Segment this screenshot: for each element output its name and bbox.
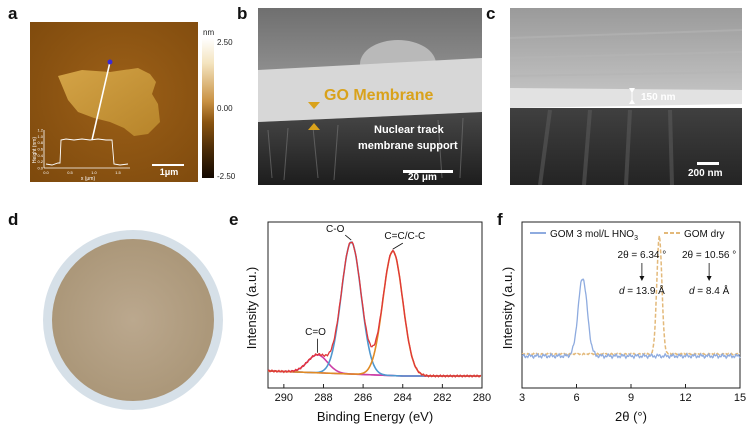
afm-colorbar xyxy=(202,38,214,178)
inset-ytick: 0.4 xyxy=(37,153,43,158)
thickness-label: 150 nm xyxy=(641,92,676,103)
xps-xtick-label: 282 xyxy=(433,392,451,404)
xps-xtick-label: 286 xyxy=(354,392,372,404)
inset-xlabel: x (μm) xyxy=(81,176,96,182)
inset-ytick: 1.2 xyxy=(37,128,43,133)
xrd-xtick-label: 12 xyxy=(679,392,691,404)
xrd-annotation-arrowhead xyxy=(706,276,712,281)
support-label-line2: membrane support xyxy=(358,140,458,152)
xps-xtick-label: 290 xyxy=(275,392,293,404)
sem-thickness-image: 150 nm 200 nm xyxy=(510,8,742,185)
afm-height-profile-inset: Height (nm) x (μm) 1.21.00.80.60.40.20.0… xyxy=(32,128,130,182)
xps-xtick-label: 288 xyxy=(314,392,332,404)
xrd-chart: 3 6 9 12 15 2θ (°) Intensity (a.u.) GOM 3 mo… xyxy=(500,221,746,424)
colorbar-min: -2.50 xyxy=(217,172,236,181)
xrd-xtick-label: 6 xyxy=(573,392,579,404)
colorbar-mid: 0.00 xyxy=(217,104,233,113)
xps-ylabel: Intensity (a.u.) xyxy=(244,267,259,349)
inset-xtick: 0.0 xyxy=(43,170,49,175)
panel-label-c: c xyxy=(486,4,496,23)
afm-scalebar xyxy=(152,164,184,166)
go-membrane-disc xyxy=(52,239,214,401)
xps-fit-peak xyxy=(267,241,482,377)
inset-ytick: 0.8 xyxy=(37,140,43,145)
membrane-photo xyxy=(40,226,230,416)
colorbar-max: 2.50 xyxy=(217,38,233,47)
inset-xtick: 1.0 xyxy=(91,170,97,175)
xps-peak-annotation: C-O xyxy=(326,224,345,235)
afm-scalebar-label: 1μm xyxy=(159,167,179,177)
legend-wet-label: GOM 3 mol/L HNO3 xyxy=(550,229,638,242)
membrane-edge xyxy=(510,88,742,108)
panel-label-f: f xyxy=(497,210,503,229)
xps-fit-peak xyxy=(267,250,482,377)
xps-frame xyxy=(267,221,483,389)
sem-cross-section: GO Membrane Nuclear track membrane suppo… xyxy=(258,8,482,185)
xrd-d-spacing-annotation: d = 13.9 Å xyxy=(619,284,665,297)
xrd-theta-annotation: 2θ = 6.34 ° xyxy=(618,250,667,261)
support-layer xyxy=(258,112,482,185)
inset-xtick: 0.5 xyxy=(67,170,73,175)
xps-measured-line xyxy=(267,241,482,378)
inset-ytick: 0.2 xyxy=(37,159,43,164)
legend-dry-label: GOM dry xyxy=(684,229,725,240)
panel-label-b: b xyxy=(237,4,248,23)
xps-annotation-arrow xyxy=(392,242,404,250)
colorbar-unit: nm xyxy=(203,28,215,37)
xrd-xtick-label: 15 xyxy=(734,392,746,404)
xps-xlabel: Binding Energy (eV) xyxy=(317,409,433,424)
xps-xtick-label: 280 xyxy=(473,392,491,404)
panel-label-a: a xyxy=(8,4,18,23)
afm-profile-line xyxy=(91,61,111,141)
xrd-annotation-arrowhead xyxy=(639,276,645,281)
xrd-ylabel: Intensity (a.u.) xyxy=(500,267,515,349)
xrd-theta-annotation: 2θ = 10.56 ° xyxy=(682,250,736,261)
xrd-xlabel: 2θ (°) xyxy=(615,409,647,424)
inset-xticks: 0.0 0.5 1.0 1.5 xyxy=(43,170,121,175)
xrd-xtick-label: 9 xyxy=(628,392,634,404)
inset-yticks: 1.21.00.8 0.60.40.2 0.0 xyxy=(37,128,43,171)
xps-annotation-arrow xyxy=(344,234,352,241)
panel-label-d: d xyxy=(8,210,19,229)
support-label-line1: Nuclear track xyxy=(374,124,444,136)
xrd-d-spacing-annotation: d = 8.4 Å xyxy=(689,284,730,297)
inset-ytick: 1.0 xyxy=(37,134,43,139)
xps-xtick-label: 284 xyxy=(394,392,412,404)
xrd-xtick-label: 3 xyxy=(519,392,525,404)
xps-peak-annotation: C=C/C-C xyxy=(384,231,425,242)
profile-start-dot xyxy=(107,59,113,65)
inset-ylabel: Height (nm) xyxy=(32,137,38,163)
xrd-wet-line xyxy=(521,278,741,360)
panel-label-e: e xyxy=(229,210,239,229)
xrd-dry-line xyxy=(521,235,741,356)
sem-b-scalebar-label: 20 μm xyxy=(408,172,437,183)
xrd-frame xyxy=(521,221,741,389)
xps-chart: 290 288 286 284 282 280 Binding Energy (eV) I… xyxy=(244,221,491,424)
inset-xtick: 1.5 xyxy=(115,170,121,175)
sem-c-scalebar-label: 200 nm xyxy=(688,168,723,179)
afm-image: Height (nm) x (μm) 1.2 1.0 0.8 0.6 0.4 0.2 0.0… xyxy=(30,22,198,182)
go-membrane-label: GO Membrane xyxy=(324,87,434,104)
inset-ytick: 0.0 xyxy=(37,166,43,171)
go-flake xyxy=(58,68,160,136)
inset-ytick: 0.6 xyxy=(37,147,43,152)
xps-peak-annotation: C=O xyxy=(305,327,326,338)
